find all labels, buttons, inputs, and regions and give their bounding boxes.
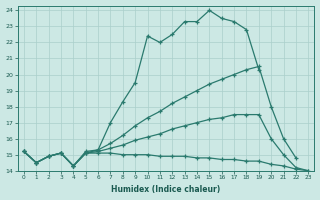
- X-axis label: Humidex (Indice chaleur): Humidex (Indice chaleur): [111, 185, 221, 194]
